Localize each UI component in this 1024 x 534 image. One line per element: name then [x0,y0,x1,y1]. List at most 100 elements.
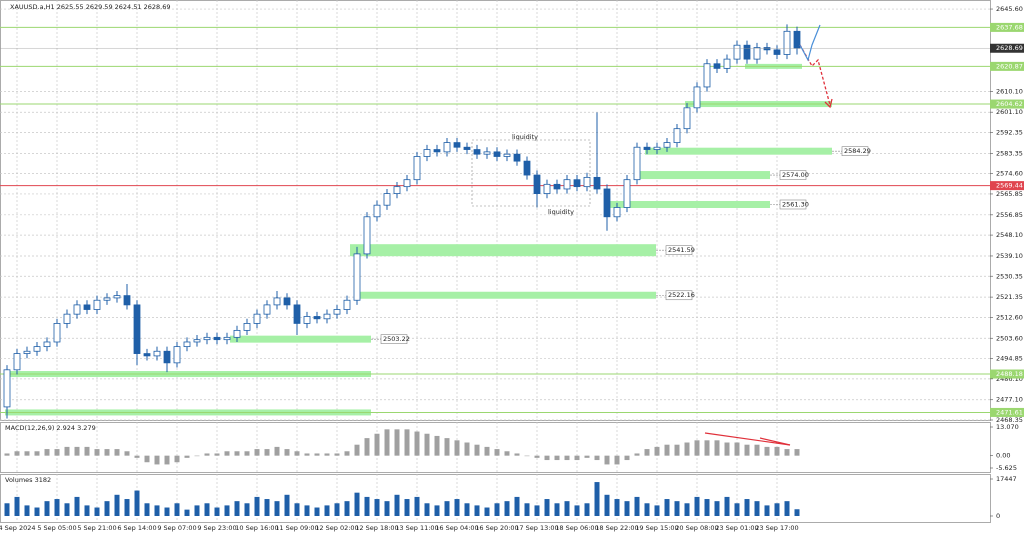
x-tick-label: 12 Sep 02:00 [315,524,358,532]
x-tick-label: 16 Sep 04:00 [435,524,478,532]
candle-body [363,216,371,255]
candle-body [623,179,631,208]
annotation: liquidity [512,133,538,141]
candle-body [633,146,641,181]
bar [764,505,770,516]
y-tick-label: 0.00 [996,452,1010,460]
bar [114,449,120,456]
candle-body [323,313,331,320]
main-panel [0,0,991,421]
bar [634,453,640,456]
bar [464,442,470,456]
bar [354,492,360,516]
bar [524,455,530,457]
bar [724,496,730,516]
bar [94,449,100,456]
bar [104,449,110,456]
y-tick-label: 2645.60 [996,5,1023,13]
candle-body [753,47,761,60]
bar [64,503,70,516]
bar [604,455,610,465]
candle-body [203,336,211,341]
x-tick-label: 9 Sep 07:00 [157,524,196,532]
bar [274,501,280,516]
divergence-line [704,432,791,446]
candle-body [23,350,31,354]
candle-body [283,297,291,306]
x-tick-label: 17 Sep 13:00 [515,524,558,532]
bar [624,501,630,516]
bar [794,509,800,516]
bar [224,451,230,456]
level-label-bg [990,99,1024,109]
bar [184,455,190,458]
candle-body [13,353,21,371]
x-tick-label: 5 Sep 05:00 [37,524,76,532]
bar [614,499,620,516]
bar [414,431,420,456]
candle-body [353,253,361,301]
candle-body [3,369,11,408]
bar [324,453,330,456]
candle-body [663,142,671,148]
candle-body [213,336,221,341]
bar [664,499,670,516]
bar [474,505,480,516]
candle-body [183,341,191,348]
bar [224,505,230,516]
bar [334,453,340,456]
y-tick-label: 2494.85 [996,355,1023,363]
candle-body [223,336,231,341]
bar [694,496,700,516]
bar [204,503,210,516]
candle-body [433,149,441,153]
x-tick-label: 20 Sep 08:00 [675,524,718,532]
annotation: liquidity [548,208,574,216]
level-label: 2620.87 [996,62,1023,70]
candle-body [483,151,491,155]
x-tick-label: 23 Sep 17:00 [755,524,798,532]
bar [194,455,200,457]
bar [634,496,640,516]
zone-label: 2584.29 [844,147,871,155]
bar [54,449,60,456]
candle-body [763,47,771,51]
bar [714,501,720,516]
bar [294,503,300,516]
bar [724,442,730,456]
candle-body [643,146,651,150]
arrow-head [824,98,833,109]
candle-body [773,49,781,55]
bar [454,440,460,456]
bar [134,455,140,458]
zone-label: 2503.22 [383,335,410,343]
bar [554,503,560,516]
y-tick-label: 2539.10 [996,252,1023,260]
candle-body [253,313,261,324]
bar [214,453,220,456]
candle-body [303,316,311,324]
candle-body [613,207,621,218]
bar [84,505,90,516]
bar [754,501,760,516]
bar [134,490,140,516]
bar [254,496,260,516]
level-label: 2488.18 [996,370,1023,378]
candle-body [373,204,381,218]
level-label-bg [990,181,1024,191]
zone-label: 2574.00 [782,171,809,179]
bar [544,499,550,516]
candle-body [403,179,411,188]
y-tick-label: 2530.35 [996,272,1023,280]
bar [444,438,450,456]
y-tick-label: 2601.10 [996,108,1023,116]
candle-body [603,188,611,218]
bar [74,446,80,456]
x-tick-label: 11 Sep 09:00 [275,524,318,532]
bar [594,455,600,461]
y-tick-label: 2592.35 [996,129,1023,137]
candle-body [263,304,271,315]
bar [54,499,60,516]
bar [554,455,560,461]
